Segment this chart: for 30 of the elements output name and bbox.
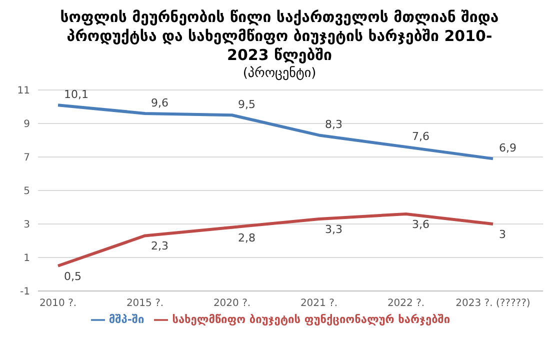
x-tick-label: 2022 ?. [387, 298, 425, 310]
data-label: 3,3 [325, 222, 342, 236]
x-tick-label: 2010 ?. [39, 298, 77, 310]
data-label: 3,6 [412, 218, 430, 231]
x-tick-label: 2021 ?. [300, 298, 338, 310]
data-label: 0,5 [64, 270, 82, 283]
chart-title: სოფლის მეურნეობის წილი საქართველოს მთლიან შიდა პროდუქტსა და სახელმწიფო ბიუჯეტის ხარჯებში 2010-2023 წლებში [59, 8, 500, 65]
data-label: 3 [499, 228, 506, 241]
y-tick-label: 7 [24, 152, 30, 164]
y-tick-label: 5 [24, 186, 30, 198]
x-tick-label: 2023 ?. (?????) [456, 298, 530, 310]
y-tick-label: 1 [24, 253, 30, 264]
data-label: 6,9 [499, 142, 516, 155]
legend-label: მშპ-ში [108, 313, 144, 326]
data-label: 2,3 [151, 240, 168, 253]
data-label: 9,6 [151, 96, 168, 110]
data-label: 8,3 [325, 118, 342, 132]
data-label: 2,8 [238, 231, 256, 244]
data-label: 10,1 [64, 88, 88, 102]
y-tick-label: 3 [24, 220, 30, 231]
x-tick-label: 2015 ?. [126, 298, 164, 310]
data-label: 7,6 [412, 130, 430, 143]
line-series [56, 212, 494, 268]
chart-subtitle: (პროცენტი) [242, 65, 318, 82]
y-tick-label: -1 [20, 286, 30, 298]
legend-label: სახელმწიფო ბიუჯეტის ფუნქციონალურ ხარჯებში [172, 313, 450, 326]
x-tick-label: 2020 ?. [213, 298, 251, 310]
y-tick-label: 9 [24, 119, 30, 130]
data-label: 9,5 [238, 98, 256, 112]
y-tick-label: 11 [17, 86, 30, 97]
